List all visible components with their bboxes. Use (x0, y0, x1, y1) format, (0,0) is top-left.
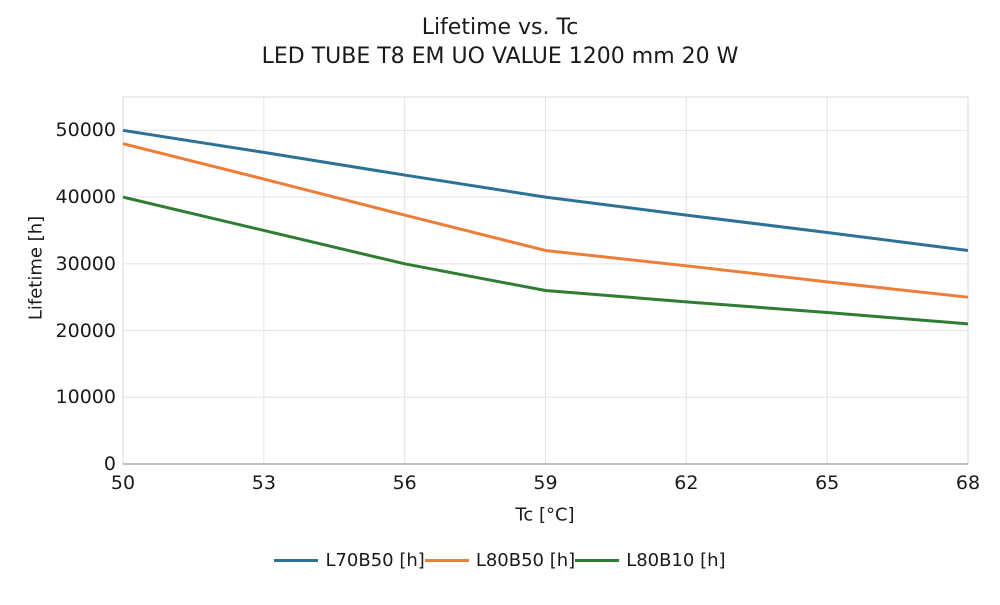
legend-item-l70b50: L70B50 [h] (274, 550, 425, 571)
y-tick-label: 20000 (55, 319, 116, 342)
x-tick-label: 56 (392, 472, 417, 494)
x-tick-label: 53 (251, 472, 276, 494)
y-tick-label: 50000 (55, 119, 116, 142)
legend-label: L80B10 [h] (626, 550, 726, 571)
legend-label: L70B50 [h] (325, 550, 425, 571)
legend: L70B50 [h] L80B50 [h] L80B10 [h] (0, 550, 1000, 571)
legend-swatch-icon (424, 559, 469, 562)
x-tick-label: 59 (533, 472, 558, 494)
x-tick-label: 65 (815, 472, 840, 494)
legend-item-l80b50: L80B50 [h] (424, 550, 576, 571)
y-axis-label: Lifetime [h] (25, 215, 47, 321)
legend-swatch-icon (274, 559, 319, 562)
y-tick-label: 40000 (55, 186, 116, 209)
x-axis-label: Tc [°C] (515, 504, 575, 526)
y-tick-label: 30000 (55, 252, 116, 275)
chart-title: Lifetime vs. Tc (421, 15, 579, 40)
series-line-l80b50 (122, 142, 969, 299)
x-tick-label: 68 (955, 472, 981, 494)
legend-label: L80B50 [h] (475, 550, 576, 571)
series-line-l80b10 (122, 195, 969, 326)
chart-subtitle: LED TUBE T8 EM UO VALUE 1200 mm 20 W (261, 44, 739, 69)
x-tick-label: 50 (110, 472, 136, 494)
x-tick-label: 62 (674, 472, 699, 494)
legend-item-l80b10: L80B10 [h] (575, 550, 726, 571)
series-line-l70b50 (122, 128, 969, 252)
legend-swatch-icon (575, 559, 620, 562)
y-tick-label: 10000 (55, 386, 116, 409)
y-tick-label: 0 (103, 453, 116, 475)
